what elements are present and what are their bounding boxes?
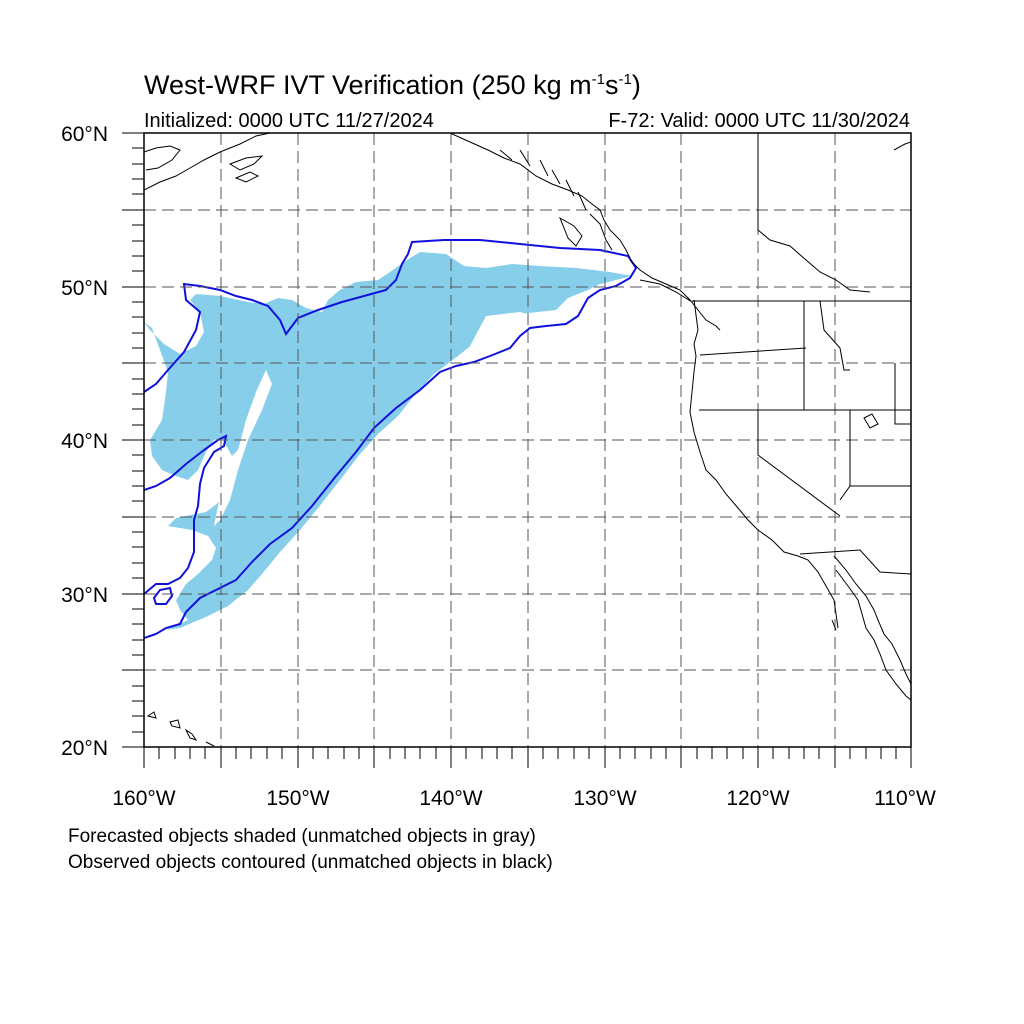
valid-time-label: F-72: Valid: 0000 UTC 11/30/2024 — [608, 110, 910, 132]
coastline-baja — [833, 555, 911, 701]
hawaii-islands — [146, 711, 215, 747]
forecast-ivt-gap-north — [458, 312, 540, 362]
lat-label-40n: 40°N — [61, 430, 108, 453]
tick-marks — [122, 132, 912, 768]
lon-label-150w: 150°W — [266, 787, 329, 810]
observed-ivt-contour-west — [144, 434, 228, 595]
state-borders — [692, 300, 911, 575]
lon-label-130w: 130°W — [573, 787, 636, 810]
observed-ivt-contour-small — [152, 586, 174, 605]
forecast-ivt-gap — [214, 370, 272, 526]
lat-label-60n: 60°N — [61, 123, 108, 146]
lat-label-50n: 50°N — [61, 277, 108, 300]
legend-forecast-note: Forecasted objects shaded (unmatched obj… — [68, 826, 536, 847]
grid-lines — [144, 133, 911, 747]
initialized-label: Initialized: 0000 UTC 11/27/2024 — [144, 110, 434, 132]
canada-border — [757, 133, 911, 293]
lon-label-140w: 140°W — [419, 787, 482, 810]
lat-label-30n: 30°N — [61, 584, 108, 607]
lon-label-160w: 160°W — [112, 787, 175, 810]
coastline-pnw — [629, 259, 839, 631]
coastline-bc — [499, 149, 613, 251]
lon-label-120w: 120°W — [726, 787, 789, 810]
map-title: West-WRF IVT Verification (250 kg m-1s-1… — [144, 70, 641, 100]
forecast-ivt-object — [144, 252, 632, 630]
lon-label-110w: 110°W — [874, 787, 936, 810]
great-salt-lake — [863, 413, 879, 429]
legend-observed-note: Observed objects contoured (unmatched ob… — [68, 852, 553, 873]
coastline-alaska — [144, 133, 631, 259]
lat-label-20n: 20°N — [61, 737, 108, 760]
observed-ivt-contour-main — [144, 239, 638, 639]
